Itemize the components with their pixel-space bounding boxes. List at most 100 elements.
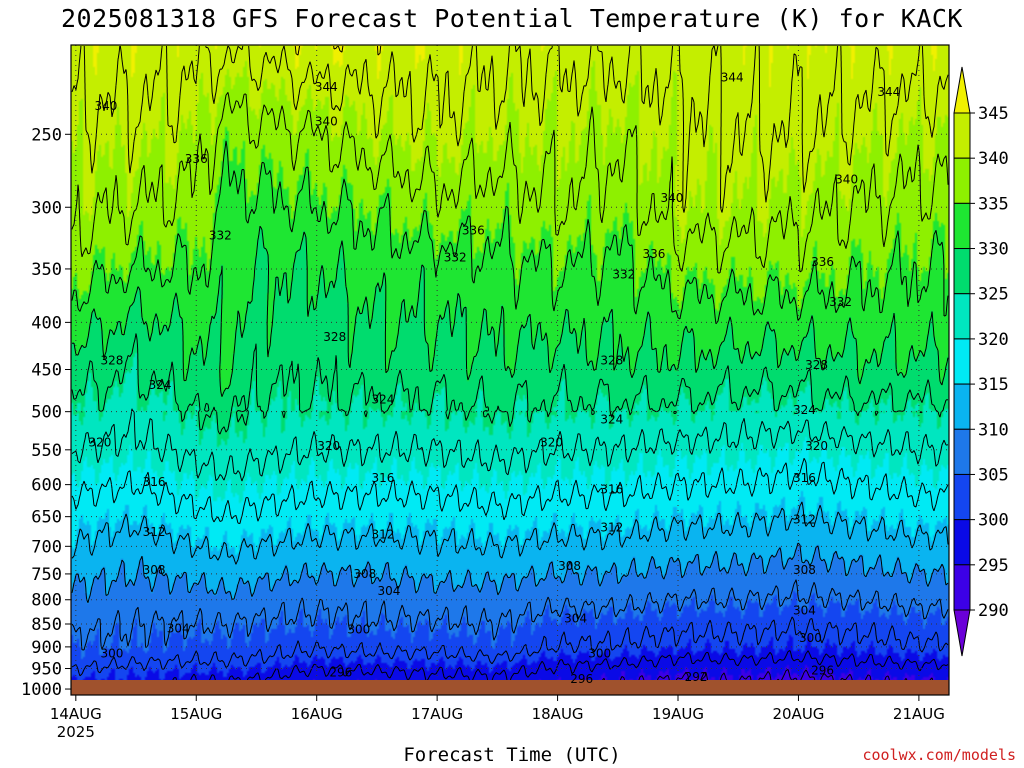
contour-330 bbox=[71, 225, 949, 397]
colorbar-segment bbox=[953, 473, 971, 521]
contour-label: 312 bbox=[793, 513, 816, 527]
contour-label: 328 bbox=[805, 358, 828, 372]
y-tick-label: 1000 bbox=[21, 680, 62, 700]
contour-label: 316 bbox=[600, 482, 623, 496]
y-tick-label: 300 bbox=[31, 198, 62, 218]
x-tick-label: 19AUG bbox=[652, 705, 704, 723]
credit-link[interactable]: coolwx.com/models bbox=[862, 746, 1016, 764]
colorbar-tick-label: 290 bbox=[978, 601, 1009, 621]
contour-label: 308 bbox=[793, 563, 816, 577]
contour-label: 324 bbox=[371, 392, 394, 406]
contour-label: 316 bbox=[793, 471, 816, 485]
contour-label: 320 bbox=[88, 435, 111, 449]
contour-label: 300 bbox=[347, 623, 370, 637]
contour-label: 328 bbox=[600, 354, 623, 368]
contour-label: 312 bbox=[600, 521, 623, 535]
contour-label: 304 bbox=[167, 622, 190, 636]
plot-area: 340 344 340 344 344 340 340 336 336 336 336 332 332 3… bbox=[71, 45, 949, 695]
contour-label: 340 bbox=[835, 173, 858, 187]
colorbar-tick-label: 300 bbox=[978, 511, 1009, 531]
y-tick-label: 250 bbox=[31, 125, 62, 145]
y-tick-label: 400 bbox=[31, 313, 62, 333]
y-tick-label: 450 bbox=[31, 361, 62, 381]
contour-label: 316 bbox=[143, 475, 166, 489]
contour-label: 344 bbox=[877, 85, 900, 99]
contour-346 bbox=[294, 45, 382, 56]
y-tick-label: 550 bbox=[31, 441, 62, 461]
contour-label: 304 bbox=[793, 604, 816, 618]
colorbar-segment bbox=[953, 112, 971, 159]
contour-label: 340 bbox=[315, 114, 338, 128]
contour-label: 308 bbox=[143, 563, 166, 577]
colorbar-segment bbox=[953, 293, 971, 340]
x-tick-label: 16AUG bbox=[291, 705, 343, 723]
contour-label: 336 bbox=[462, 224, 485, 238]
colorbar-tick-label: 315 bbox=[978, 375, 1009, 395]
contour-294 bbox=[602, 669, 934, 681]
x-axis-label: Forecast Time (UTC) bbox=[403, 744, 621, 766]
colorbar-segment bbox=[953, 248, 971, 295]
colorbar-tick-label: 345 bbox=[978, 104, 1009, 124]
colorbar-tick-label: 305 bbox=[978, 465, 1009, 485]
contour-label: 296 bbox=[811, 664, 834, 678]
colorbar-segment bbox=[953, 428, 971, 475]
contour-label: 308 bbox=[353, 567, 376, 581]
contour-label: 324 bbox=[793, 403, 816, 417]
contour-label: 300 bbox=[100, 646, 123, 660]
contour-label: 308 bbox=[558, 559, 581, 573]
colorbar-tick-label: 335 bbox=[978, 194, 1009, 214]
x-tick-label: 17AUG bbox=[411, 705, 463, 723]
contour-298 bbox=[172, 650, 949, 681]
colorbar-extend-bottom bbox=[953, 609, 971, 657]
chart-title: 2025081318 GFS Forecast Potential Temper… bbox=[61, 4, 963, 33]
contour-labels: 340 344 340 344 344 340 340 336 336 336 336 332 332 3… bbox=[88, 71, 900, 686]
contour-label: 336 bbox=[185, 152, 208, 166]
contour-label: 316 bbox=[371, 471, 394, 485]
contour-322 bbox=[71, 408, 949, 482]
contour-label: 304 bbox=[564, 611, 587, 625]
contour-label: 312 bbox=[371, 528, 394, 542]
colorbar-segment bbox=[953, 338, 971, 385]
y-tick-label: 650 bbox=[31, 508, 62, 528]
contour-label: 340 bbox=[661, 191, 684, 205]
contour-label: 328 bbox=[323, 330, 346, 344]
contour-334 bbox=[71, 140, 949, 325]
contour-label: 320 bbox=[317, 439, 340, 453]
contour-label: 320 bbox=[805, 439, 828, 453]
contour-label: 300 bbox=[588, 646, 611, 660]
contour-label: 300 bbox=[799, 631, 822, 645]
contour-318 bbox=[71, 458, 949, 524]
contour-label: 320 bbox=[540, 435, 563, 449]
colorbar-tick-label: 310 bbox=[978, 420, 1009, 440]
colorbar-tick-label: 295 bbox=[978, 556, 1009, 576]
colorbar-tick-label: 340 bbox=[978, 149, 1009, 169]
contour-314 bbox=[71, 501, 949, 565]
x-tick-label: 20AUG bbox=[772, 705, 824, 723]
contour-label: 296 bbox=[329, 666, 352, 680]
contour-label: 292 bbox=[685, 670, 708, 684]
contour-label: 344 bbox=[721, 71, 744, 85]
colorbar-segment bbox=[953, 383, 971, 430]
colorbar-tick-label: 325 bbox=[978, 285, 1009, 305]
contour-label: 344 bbox=[315, 80, 338, 94]
contour-338 bbox=[71, 92, 949, 274]
contour-label: 336 bbox=[811, 255, 834, 269]
contour-label: 324 bbox=[600, 413, 623, 427]
y-tick-label: 950 bbox=[31, 660, 62, 680]
contour-label: 340 bbox=[94, 99, 117, 113]
y-tick-label: 500 bbox=[31, 403, 62, 423]
contour-label: 332 bbox=[612, 268, 635, 282]
contour-326 bbox=[71, 333, 949, 435]
colorbar-tick-label: 320 bbox=[978, 330, 1009, 350]
contour-label: 336 bbox=[642, 247, 665, 261]
y-tick-label: 800 bbox=[31, 591, 62, 611]
y-tick-label: 600 bbox=[31, 476, 62, 496]
x-tick-label: 15AUG bbox=[170, 705, 222, 723]
colorbar-extend-top bbox=[953, 66, 971, 114]
contour-306 bbox=[71, 579, 949, 651]
contour-label: 332 bbox=[829, 295, 852, 309]
y-tick-label: 350 bbox=[31, 260, 62, 280]
colorbar-segment bbox=[953, 564, 971, 611]
colorbar-segment bbox=[953, 157, 971, 204]
